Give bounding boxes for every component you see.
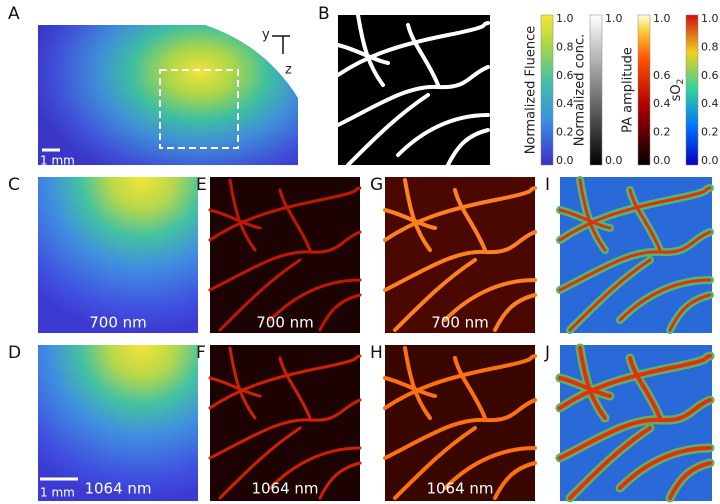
- colorbar-tick-label: 0.6: [701, 69, 719, 82]
- colorbar-tick-label: 0.4: [556, 97, 574, 110]
- colorbar-tick-label: 0.0: [556, 154, 574, 167]
- scale-bar-label: 1 mm: [40, 486, 75, 500]
- panel-label: J: [544, 343, 550, 363]
- colorbar-label: Normalized Fluence: [524, 26, 539, 155]
- colorbar-tick-label: 0.0: [653, 154, 671, 167]
- colorbar-tick-label: 0.0: [701, 154, 719, 167]
- panel-label: H: [370, 343, 383, 363]
- colorbar: [685, 14, 699, 166]
- scale-bar-label: 1 mm: [40, 154, 75, 168]
- colorbar-tick-label: 0.2: [701, 126, 719, 139]
- colorbar-tick-label: 0.4: [701, 97, 719, 110]
- colorbar-tick-label: 1.0: [556, 12, 574, 25]
- wavelength-label: 1064 nm: [426, 480, 493, 498]
- colorbar-tick-label: 0.2: [556, 126, 574, 139]
- panel-label: C: [8, 175, 20, 195]
- axes-arrow: [272, 35, 290, 54]
- colorbar-label: Normalized conc.: [573, 34, 588, 146]
- wavelength-label: 1064 nm: [251, 480, 318, 498]
- colorbar: [540, 14, 554, 166]
- panel-label: E: [196, 175, 207, 195]
- wavelength-label: 700 nm: [256, 314, 314, 332]
- fluence-image: [38, 177, 198, 333]
- wavelength-label: 1064 nm: [84, 480, 151, 498]
- colorbar-tick-label: 0.0: [605, 154, 623, 167]
- axis-label: z: [285, 63, 292, 78]
- colorbar-label-text: sO: [669, 84, 684, 101]
- colorbar: [589, 14, 603, 166]
- colorbar-tick-label: 1.0: [653, 12, 671, 25]
- fluence-map: [38, 25, 298, 165]
- colorbar: [637, 14, 651, 166]
- axis-label: y: [262, 28, 270, 43]
- roi-box: [159, 69, 239, 149]
- wavelength-label: 700 nm: [89, 314, 147, 332]
- colorbar-tick-label: 0.8: [556, 40, 574, 53]
- panel-label: D: [8, 343, 21, 363]
- panel-label: F: [196, 343, 206, 363]
- colorbar-tick-label: 0.8: [701, 40, 719, 53]
- colorbar-tick-label: 1.0: [701, 12, 719, 25]
- colorbar-tick-label: 0.6: [653, 69, 671, 82]
- colorbar-label-subscript: 2: [676, 79, 686, 85]
- panel-label: B: [318, 4, 330, 24]
- colorbar-tick-label: 1.0: [605, 12, 623, 25]
- panel-label: A: [8, 4, 20, 24]
- panel-label: G: [370, 175, 383, 195]
- colorbar-tick-label: 0.6: [556, 69, 574, 82]
- colorbar-tick-label: 0.2: [653, 126, 671, 139]
- colorbar-tick-label: 0.4: [653, 97, 671, 110]
- colorbar-label: PA amplitude: [621, 47, 636, 133]
- pa-images: [208, 177, 712, 501]
- fluence-image: [38, 345, 198, 501]
- colorbar-label: sO2: [669, 79, 686, 102]
- panel-label: I: [545, 175, 550, 195]
- wavelength-label: 700 nm: [431, 314, 489, 332]
